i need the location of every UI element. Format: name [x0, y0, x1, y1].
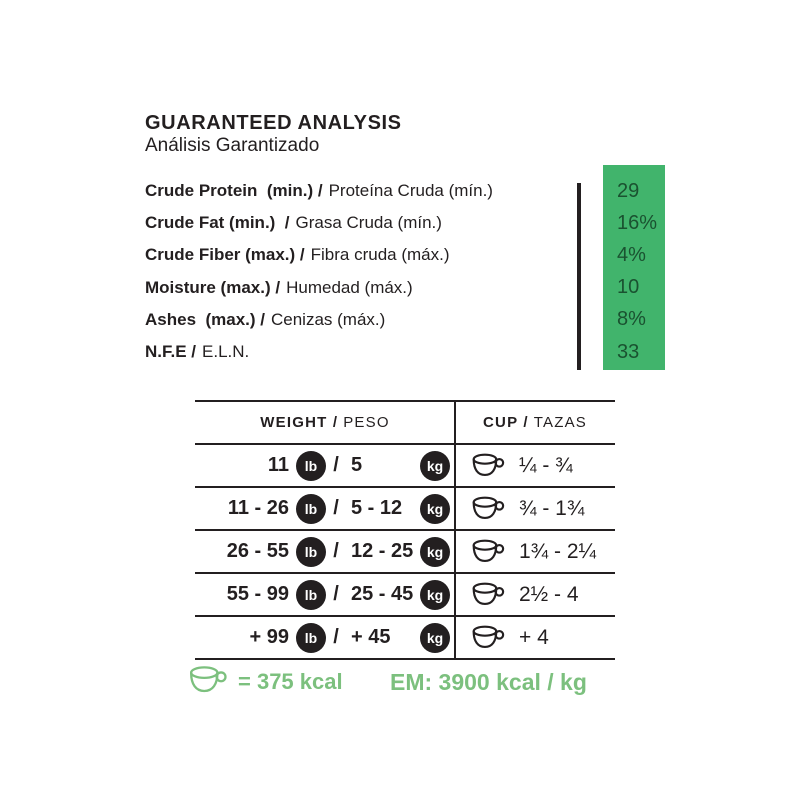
- slash-separator: /: [333, 626, 339, 648]
- vertical-divider-bar: [577, 183, 581, 370]
- slash-separator: /: [333, 497, 339, 519]
- metabolizable-energy: EM: 3900 kcal / kg: [390, 668, 587, 695]
- analysis-row-ashes: Ashes (max.) / Cenizas (máx.): [145, 304, 493, 336]
- analysis-value: 29: [617, 179, 640, 202]
- kg-badge: kg: [420, 579, 450, 610]
- weight-kg-value: 5: [351, 454, 363, 476]
- analysis-row-crude-fiber: Crude Fiber (max.) / Fibra cruda (máx.): [145, 239, 493, 271]
- kg-badge: kg: [420, 450, 450, 481]
- cup-icon: [472, 625, 505, 649]
- lb-badge: lb: [296, 622, 326, 653]
- table-column-divider: [454, 402, 456, 658]
- analysis-label-en: Crude Fiber (max.) /: [145, 245, 305, 265]
- cup-icon: [472, 539, 505, 563]
- kg-badge: kg: [420, 536, 450, 567]
- cup-amount: ¾ - 1¾: [519, 496, 585, 520]
- analysis-label-en: Moisture (max.) /: [145, 277, 281, 297]
- weight-kg-value: 5 - 12: [351, 497, 403, 519]
- analysis-label-en: Crude Protein (min.) /: [145, 181, 323, 201]
- analysis-value: 33: [617, 340, 640, 363]
- analysis-row-crude-protein: Crude Protein (min.) / Proteína Cruda (m…: [145, 175, 493, 207]
- cup-amount: + 4: [519, 625, 549, 649]
- weight-column-header: WEIGHT / PESO: [195, 402, 455, 443]
- kg-badge: kg: [420, 622, 450, 653]
- cup-kcal-legend: = 375 kcal: [238, 669, 343, 694]
- cup-icon: [472, 496, 505, 520]
- analysis-label-en: Crude Fat (min.) /: [145, 213, 290, 233]
- analysis-label-es: Grasa Cruda (mín.): [295, 213, 442, 233]
- weight-kg-value: 12 - 25: [351, 540, 414, 562]
- lb-badge: lb: [296, 536, 326, 567]
- cup-icon-legend: [189, 666, 227, 693]
- slash-separator: /: [333, 583, 339, 605]
- cup-header-es: TAZAS: [533, 414, 587, 431]
- analysis-label-en: N.F.E /: [145, 342, 197, 362]
- lb-badge: lb: [296, 450, 326, 481]
- slash-separator: /: [333, 454, 339, 476]
- cup-header-en: CUP /: [483, 414, 529, 431]
- weight-lb-value: + 99: [249, 626, 289, 648]
- analysis-row-nfe: N.F.E / E.L.N.: [145, 336, 493, 368]
- weight-kg-value: + 45: [351, 626, 391, 648]
- analysis-row-crude-fat: Crude Fat (min.) / Grasa Cruda (mín.): [145, 207, 493, 239]
- weight-kg-value: 25 - 45: [351, 583, 414, 605]
- analysis-value: 10: [617, 276, 640, 299]
- cup-icon: [472, 582, 505, 606]
- slash-separator: /: [333, 540, 339, 562]
- cup-amount: ¼ - ¾: [519, 453, 573, 477]
- analysis-label-en: Ashes (max.) /: [145, 309, 265, 329]
- page-title: GUARANTEED ANALYSIS: [145, 112, 402, 134]
- analysis-label-es: Cenizas (máx.): [271, 309, 386, 329]
- weight-lb-value: 26 - 55: [226, 540, 289, 562]
- analysis-values-green-panel: [603, 165, 665, 370]
- table-header-row: WEIGHT / PESO CUP / TAZAS: [195, 402, 615, 445]
- table-row: 11 - 26 lb / 5 - 12 kg ¾ - 1¾: [195, 488, 615, 531]
- analysis-value: 16%: [617, 211, 658, 234]
- feeding-table: WEIGHT / PESO CUP / TAZAS 11 lb / 5 kg: [195, 400, 615, 660]
- weight-header-en: WEIGHT /: [260, 414, 339, 431]
- table-row: 55 - 99 lb / 25 - 45 kg 2½ - 4: [195, 574, 615, 617]
- table-row: 11 lb / 5 kg ¼ - ¾: [195, 445, 615, 488]
- table-row: + 99 lb / + 45 kg + 4: [195, 617, 615, 658]
- page-subtitle: Análisis Garantizado: [145, 135, 320, 156]
- weight-header-es: PESO: [343, 414, 390, 431]
- analysis-label-es: Fibra cruda (máx.): [310, 245, 450, 265]
- table-row: 26 - 55 lb / 12 - 25 kg 1¾ - 2¼: [195, 531, 615, 574]
- lb-badge: lb: [296, 493, 326, 524]
- analysis-labels: Crude Protein (min.) / Proteína Cruda (m…: [145, 175, 493, 368]
- analysis-value: 4%: [617, 243, 646, 266]
- cup-amount: 1¾ - 2¼: [519, 539, 597, 563]
- analysis-label-es: Proteína Cruda (mín.): [328, 181, 493, 201]
- analysis-row-moisture: Moisture (max.) / Humedad (máx.): [145, 272, 493, 304]
- kg-badge: kg: [420, 493, 450, 524]
- analysis-value: 8%: [617, 308, 646, 331]
- lb-badge: lb: [296, 579, 326, 610]
- weight-lb-value: 11: [267, 454, 289, 476]
- cup-icon: [472, 453, 505, 477]
- cup-amount: 2½ - 4: [519, 582, 579, 606]
- weight-lb-value: 55 - 99: [226, 583, 289, 605]
- analysis-values: 29 16% 4% 10 8% 33: [617, 175, 657, 368]
- cup-column-header: CUP / TAZAS: [455, 402, 615, 443]
- analysis-label-es: Humedad (máx.): [286, 277, 413, 297]
- guaranteed-analysis-header: GUARANTEED ANALYSIS Análisis Garantizado: [145, 112, 402, 157]
- weight-lb-value: 11 - 26: [227, 497, 289, 519]
- analysis-label-es: E.L.N.: [202, 342, 250, 362]
